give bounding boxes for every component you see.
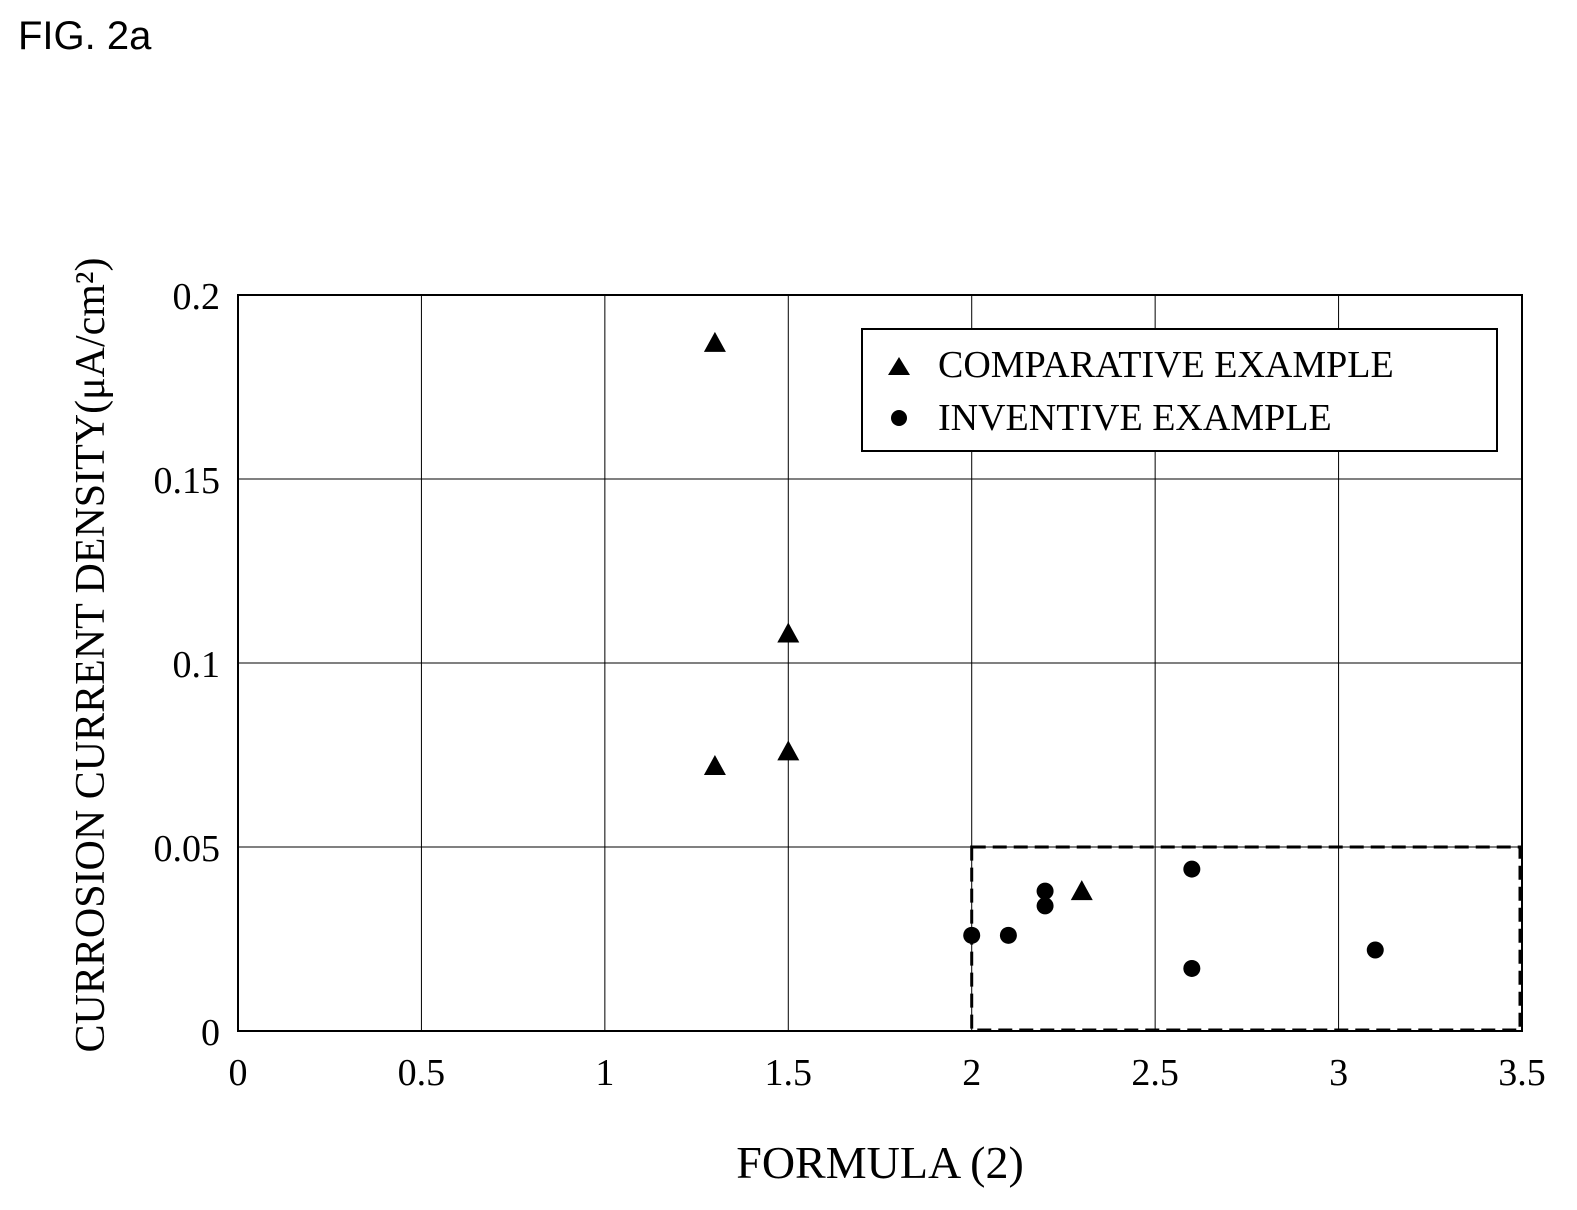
legend: COMPARATIVE EXAMPLE INVENTIVE EXAMPLE — [861, 328, 1498, 452]
data-points — [703, 331, 1384, 977]
comparative-example-point — [703, 331, 726, 352]
x-tick-label: 0.5 — [398, 1052, 446, 1094]
inventive-example-point — [963, 926, 981, 944]
y-tick-label: 0.15 — [154, 460, 221, 502]
x-tick-label: 3 — [1329, 1052, 1348, 1094]
x-tick-label: 1.5 — [765, 1052, 813, 1094]
comparative-example-point — [777, 740, 800, 761]
y-tick-label: 0 — [201, 1012, 220, 1054]
inventive-example-point — [999, 926, 1017, 944]
legend-label-inventive: INVENTIVE EXAMPLE — [938, 397, 1332, 439]
legend-circle-icon — [891, 410, 907, 426]
figure-label: FIG. 2a — [18, 14, 152, 58]
plot-frame — [237, 294, 1523, 1032]
x-tick-label: 0 — [229, 1052, 248, 1094]
y-axis-label: CURROSION CURRENT DENSITY(μA/cm²) — [68, 257, 114, 1052]
inventive-example-point — [1036, 882, 1054, 900]
y-tick-label: 0.1 — [173, 644, 221, 686]
x-axis-label: FORMULA (2) — [736, 1137, 1024, 1188]
x-tick-label: 3.5 — [1498, 1052, 1546, 1094]
inventive-example-point — [1183, 959, 1201, 977]
x-tick-label: 2 — [962, 1052, 981, 1094]
legend-box — [861, 328, 1498, 452]
legend-label-comparative: COMPARATIVE EXAMPLE — [938, 344, 1394, 386]
x-tick-label: 2.5 — [1131, 1052, 1179, 1094]
inventive-example-point — [1183, 860, 1201, 878]
inventive-example-point — [1036, 897, 1054, 915]
comparative-example-point — [703, 755, 726, 776]
inventive-example-point — [1366, 941, 1384, 959]
legend-triangle-icon — [888, 357, 910, 375]
x-tick-label: 1 — [595, 1052, 614, 1094]
highlight-region — [970, 845, 1522, 1032]
y-tick-label: 0.05 — [154, 828, 221, 870]
comparative-example-point — [777, 622, 800, 643]
x-tick-labels: 0 0.5 1 1.5 2 2.5 3 3.5 — [229, 1052, 1546, 1094]
comparative-example-point — [1070, 880, 1093, 901]
y-tick-labels: 0 0.05 0.1 0.15 0.2 — [154, 276, 221, 1054]
y-tick-label: 0.2 — [173, 276, 221, 318]
